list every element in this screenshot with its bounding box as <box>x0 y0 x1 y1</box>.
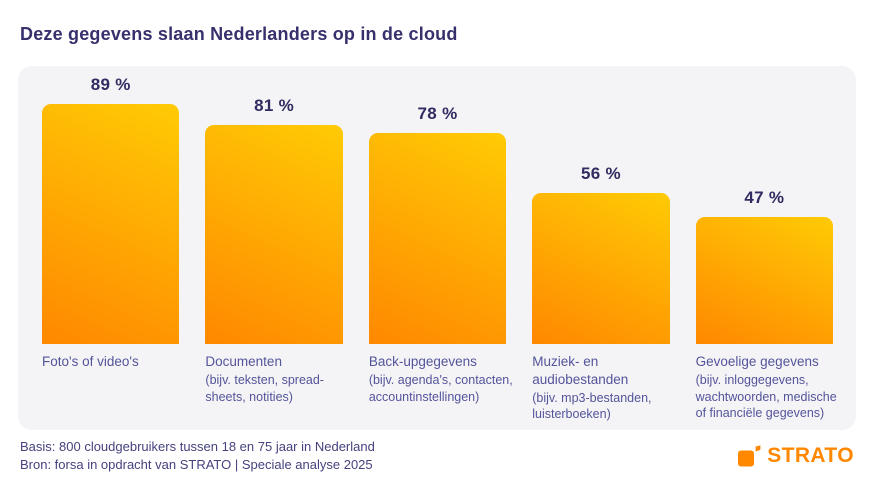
bar-backup <box>368 133 507 344</box>
category-label: Documenten <box>205 354 282 369</box>
bar-chart: 89 % Foto's of video's 81 % Documenten (… <box>42 66 837 430</box>
source-notes: Basis: 800 cloudgebruikers tussen 18 en … <box>20 438 375 474</box>
category-label: Back-upgegevens <box>368 354 477 369</box>
bar-column-gevoelige-gegevens: 47 % Gevoelige gegevens (bijv. inloggege… <box>695 66 837 430</box>
strato-logo: STRATO <box>737 444 854 468</box>
bar-gevoelige-gegevens <box>695 217 834 344</box>
strato-logo-icon <box>738 445 761 467</box>
category-sublabel: (bijv. agenda's, contacten, accountinste… <box>368 372 513 404</box>
bar-muziek-audio <box>532 192 670 344</box>
strato-logo-text: STRATO <box>767 444 854 467</box>
bar-column-fotos-videos: 89 % Foto's of video's <box>42 66 180 430</box>
category-label: Gevoelige gegevens <box>695 354 819 369</box>
category-sublabel: (bijv. mp3-bestanden, luisterboeken) <box>532 390 652 422</box>
basis-note: Basis: 800 cloudgebruikers tussen 18 en … <box>20 439 375 454</box>
percent-label: 81 % <box>254 96 295 116</box>
bar-fotos-videos <box>42 103 180 344</box>
chart-panel: 89 % Foto's of video's 81 % Documenten (… <box>18 66 856 430</box>
percent-label: 56 % <box>580 163 621 183</box>
page-title: Deze gegevens slaan Nederlanders op in d… <box>20 24 458 44</box>
bar-documenten <box>205 125 343 344</box>
bar-column-documenten: 81 % Documenten (bijv. teksten, spread-s… <box>205 66 343 430</box>
percent-label: 89 % <box>90 74 131 94</box>
category-sublabel: (bijv. teksten, spread-sheets, notities) <box>205 372 324 404</box>
bar-column-backup: 78 % Back-upgegevens (bijv. agenda's, co… <box>368 66 513 430</box>
category-sublabel: (bijv. inloggegevens, wachtwoorden, medi… <box>695 372 837 421</box>
percent-label: 78 % <box>417 104 458 124</box>
category-label: Muziek- en audiobestanden <box>532 354 629 387</box>
bron-note: Bron: forsa in opdracht van STRATO | Spe… <box>20 457 373 472</box>
footer: Basis: 800 cloudgebruikers tussen 18 en … <box>20 438 854 474</box>
bar-column-muziek-audio: 56 % Muziek- en audiobestanden (bijv. mp… <box>532 66 670 430</box>
percent-label: 47 % <box>744 188 785 208</box>
category-label: Foto's of video's <box>42 354 139 369</box>
